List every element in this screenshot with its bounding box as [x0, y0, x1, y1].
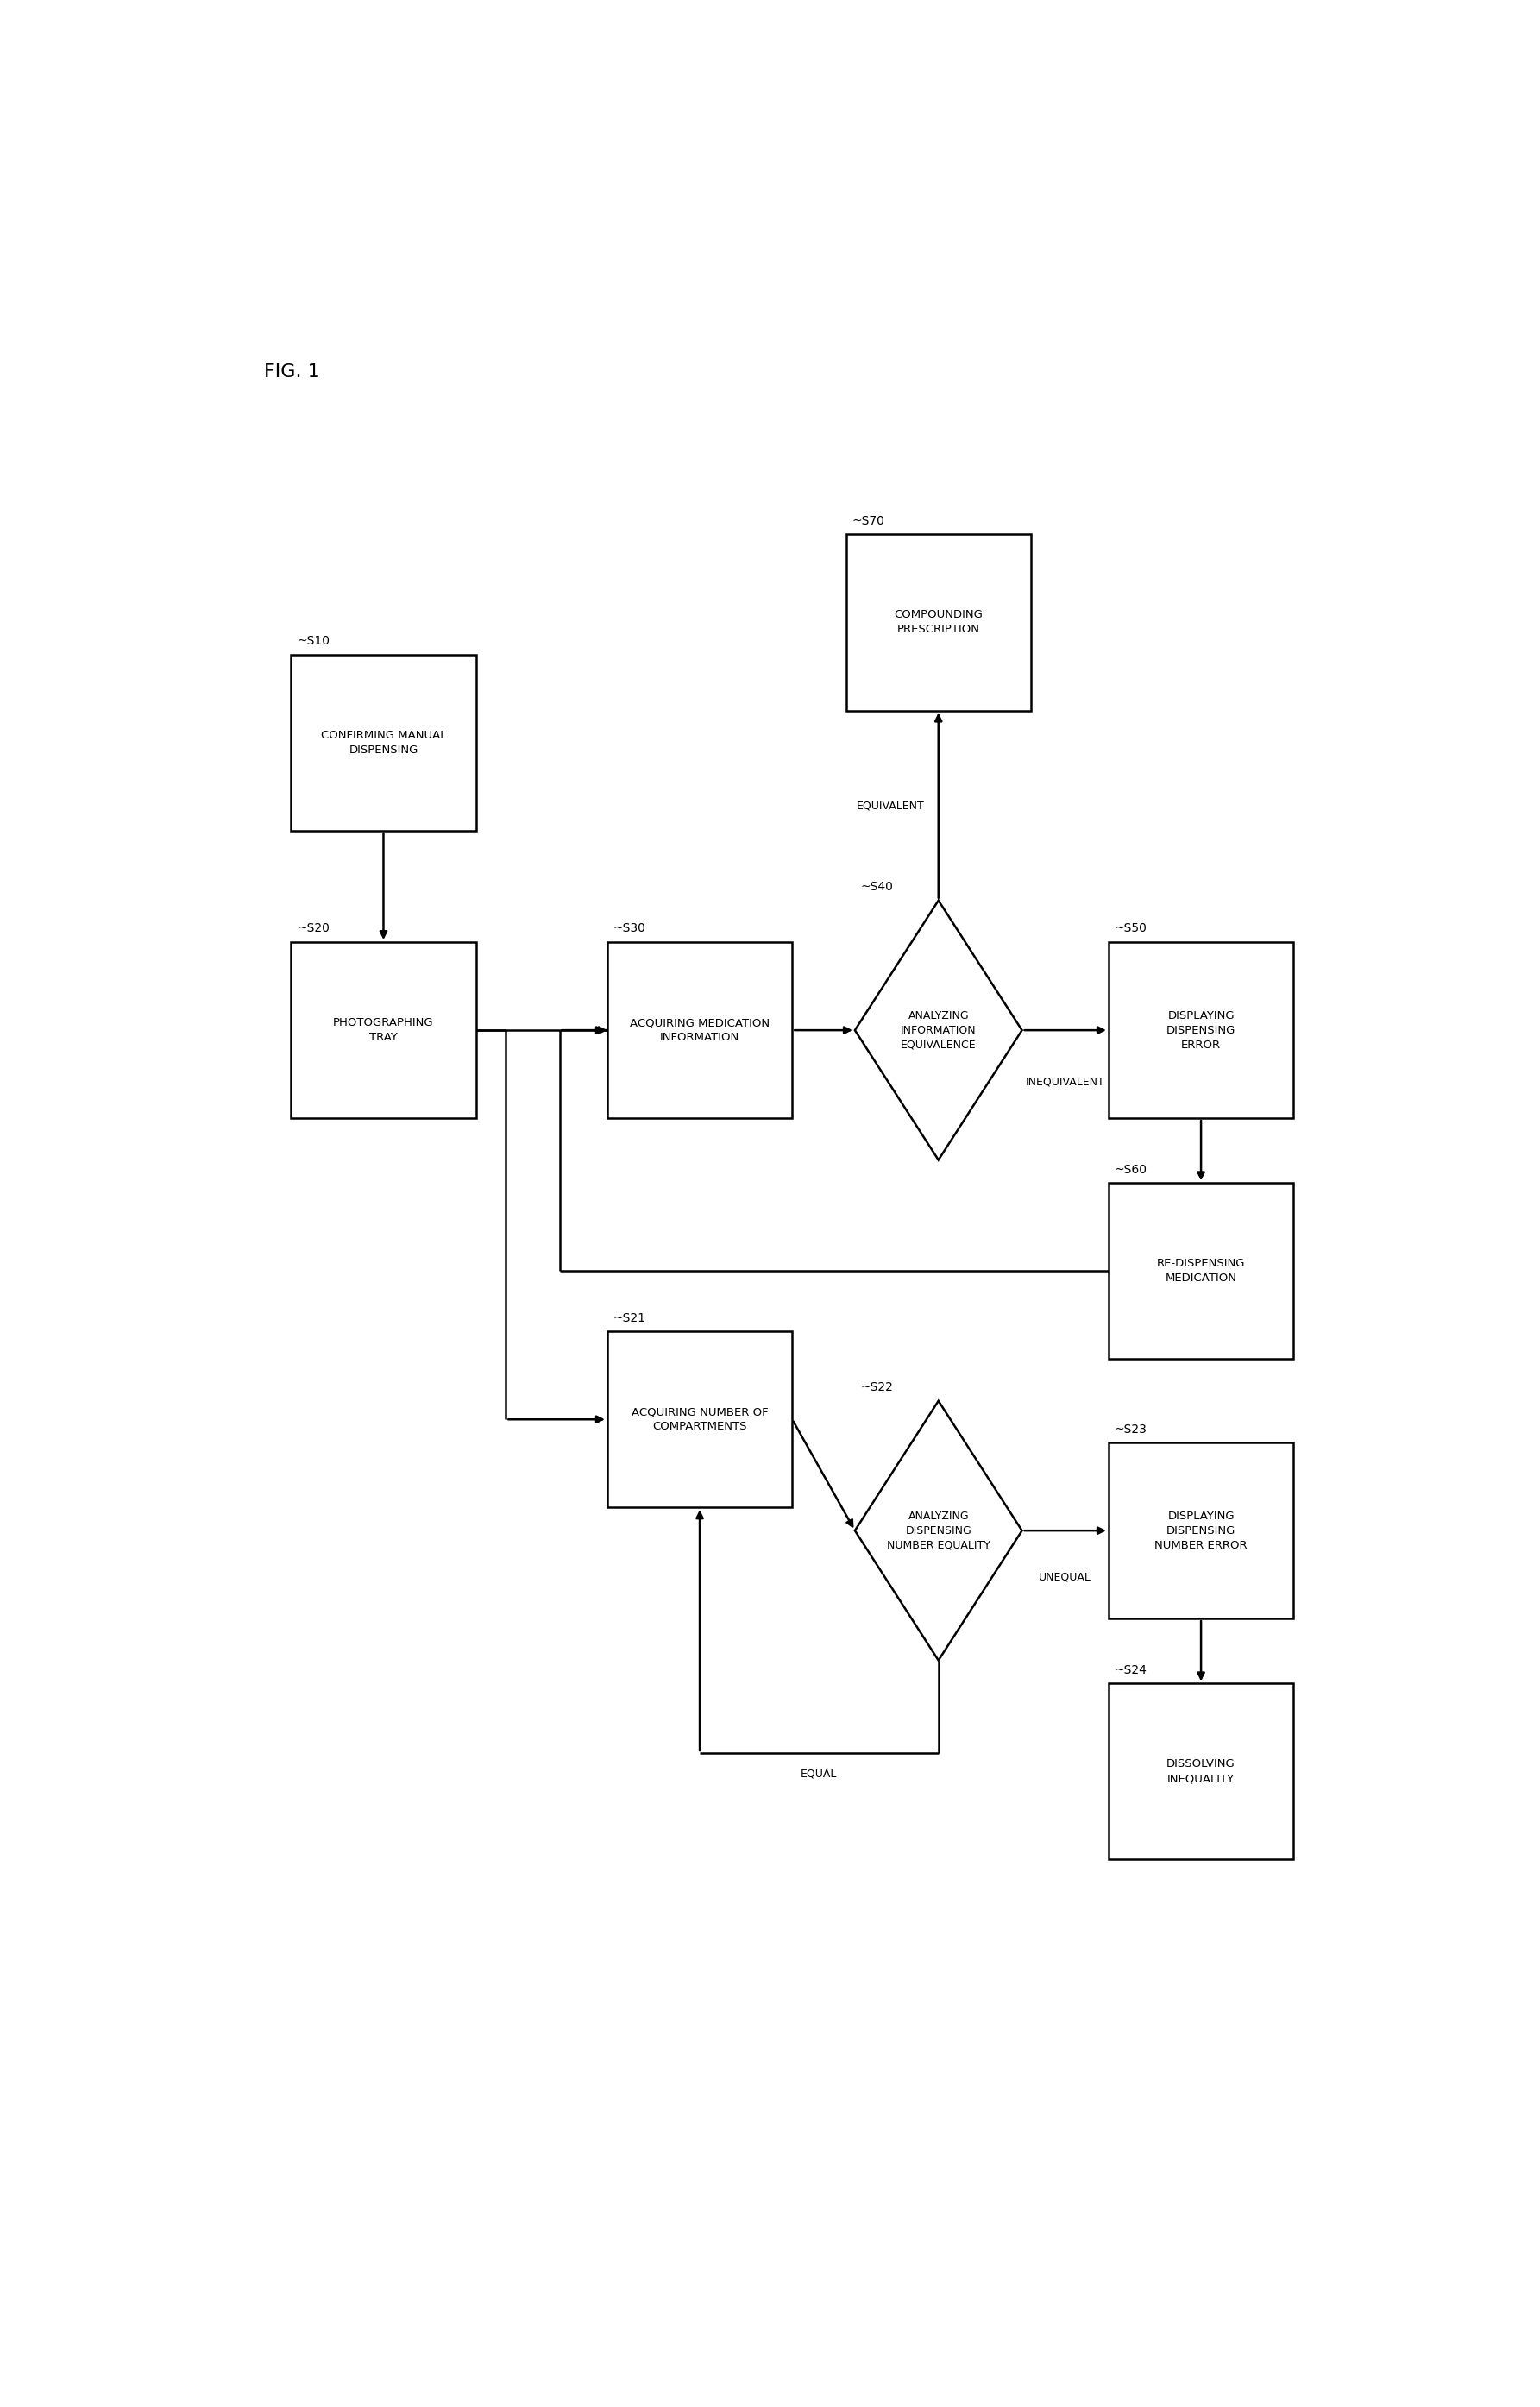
FancyBboxPatch shape [845, 534, 1030, 710]
Text: CONFIRMING MANUAL
DISPENSING: CONFIRMING MANUAL DISPENSING [320, 729, 447, 756]
Text: FIG. 1: FIG. 1 [265, 363, 320, 380]
Text: ~S30: ~S30 [613, 922, 645, 934]
Text: ANALYZING
INFORMATION
EQUIVALENCE: ANALYZING INFORMATION EQUIVALENCE [901, 1011, 976, 1049]
FancyBboxPatch shape [291, 655, 476, 830]
Text: DISPLAYING
DISPENSING
NUMBER ERROR: DISPLAYING DISPENSING NUMBER ERROR [1155, 1509, 1247, 1550]
Text: EQUIVALENT: EQUIVALENT [856, 799, 924, 811]
FancyBboxPatch shape [291, 941, 476, 1119]
Text: ~S10: ~S10 [297, 635, 330, 647]
Text: ANALYZING
DISPENSING
NUMBER EQUALITY: ANALYZING DISPENSING NUMBER EQUALITY [887, 1509, 990, 1550]
Text: INEQUIVALENT: INEQUIVALENT [1026, 1076, 1104, 1088]
Text: DISPLAYING
DISPENSING
ERROR: DISPLAYING DISPENSING ERROR [1166, 1011, 1235, 1049]
Text: COMPOUNDING
PRESCRIPTION: COMPOUNDING PRESCRIPTION [895, 609, 983, 635]
Text: ~S50: ~S50 [1115, 922, 1147, 934]
Text: ACQUIRING MEDICATION
INFORMATION: ACQUIRING MEDICATION INFORMATION [630, 1018, 770, 1042]
FancyBboxPatch shape [607, 1331, 792, 1507]
Text: ~S24: ~S24 [1115, 1663, 1147, 1675]
FancyBboxPatch shape [1109, 941, 1294, 1119]
Text: DISSOLVING
INEQUALITY: DISSOLVING INEQUALITY [1167, 1760, 1235, 1784]
Text: ACQUIRING NUMBER OF
COMPARTMENTS: ACQUIRING NUMBER OF COMPARTMENTS [631, 1406, 768, 1432]
Text: ~S40: ~S40 [861, 881, 893, 893]
Text: EQUAL: EQUAL [801, 1767, 838, 1779]
FancyBboxPatch shape [607, 941, 792, 1119]
Text: ~S60: ~S60 [1115, 1163, 1147, 1175]
FancyBboxPatch shape [1109, 1682, 1294, 1861]
Text: ~S21: ~S21 [613, 1312, 645, 1324]
Text: UNEQUAL: UNEQUAL [1040, 1572, 1092, 1581]
Polygon shape [855, 1401, 1023, 1661]
Text: ~S22: ~S22 [861, 1382, 893, 1394]
Text: ~S23: ~S23 [1115, 1423, 1147, 1435]
FancyBboxPatch shape [1109, 1442, 1294, 1618]
Text: ~S20: ~S20 [297, 922, 330, 934]
Text: ~S70: ~S70 [852, 515, 884, 527]
Text: PHOTOGRAPHING
TRAY: PHOTOGRAPHING TRAY [333, 1018, 434, 1042]
FancyBboxPatch shape [1109, 1184, 1294, 1360]
Polygon shape [855, 900, 1023, 1160]
Text: RE-DISPENSING
MEDICATION: RE-DISPENSING MEDICATION [1157, 1259, 1246, 1283]
